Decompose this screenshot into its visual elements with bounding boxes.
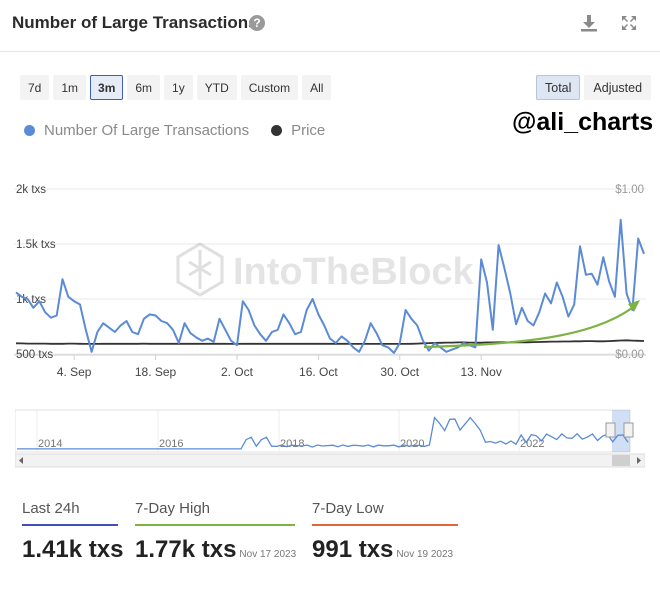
y-right-tick-label: $1.00 bbox=[615, 184, 644, 196]
mode-selector: Total Adjusted bbox=[536, 75, 652, 100]
legend-marker bbox=[24, 125, 35, 136]
trend-arrow-annotation bbox=[423, 307, 633, 349]
stat-label: Last 24h bbox=[22, 500, 80, 517]
navigator-year-label: 2016 bbox=[159, 438, 183, 450]
watermark-logo-icon bbox=[176, 242, 224, 297]
x-tick-label: 16. Oct bbox=[299, 365, 338, 379]
navigator-year-label: 2022 bbox=[520, 438, 544, 450]
download-icon[interactable] bbox=[580, 14, 598, 32]
stat-date: Nov 19 2023 bbox=[396, 549, 454, 560]
y-left-tick-label: 1.5k txs bbox=[16, 239, 56, 251]
stat-value: 1.77k txs Nov 17 2023 bbox=[135, 536, 296, 564]
navigator-scrollbar-thumb[interactable] bbox=[612, 455, 630, 466]
range-button-7d[interactable]: 7d bbox=[20, 75, 50, 100]
stat-number: 1.41k txs bbox=[22, 536, 124, 563]
chart-title: Number of Large Transactions bbox=[12, 13, 258, 32]
y-left-tick-label: 500 txs bbox=[16, 349, 53, 361]
scroll-right-arrow-icon[interactable] bbox=[637, 457, 641, 464]
chart-header: Number of Large Transactions ? bbox=[0, 0, 660, 52]
range-button-3m[interactable]: 3m bbox=[90, 75, 124, 100]
navigator-scrollbar-track[interactable] bbox=[15, 453, 645, 468]
range-button-1y[interactable]: 1y bbox=[164, 75, 193, 100]
mode-button-total[interactable]: Total bbox=[536, 75, 581, 100]
expand-icon[interactable] bbox=[620, 14, 638, 32]
navigator-right-handle[interactable] bbox=[623, 422, 634, 438]
stat-card: 7-Day Low 991 txs Nov 19 2023 bbox=[312, 500, 458, 564]
range-navigator[interactable]: 2014 2016 2018 2020 2022 bbox=[15, 408, 645, 470]
y-right-tick-label: $0.00 bbox=[615, 349, 644, 361]
navigator-series-line bbox=[17, 416, 629, 450]
legend-item-large-transactions[interactable]: Number Of Large Transactions bbox=[24, 122, 249, 139]
stat-number: 1.77k txs bbox=[135, 536, 237, 563]
stat-card: 7-Day High 1.77k txs Nov 17 2023 bbox=[135, 500, 296, 564]
x-tick-label: 4. Sep bbox=[57, 365, 92, 379]
series-line-price[interactable] bbox=[15, 339, 645, 345]
navigator-year-label: 2014 bbox=[38, 438, 62, 450]
range-button-6m[interactable]: 6m bbox=[127, 75, 161, 100]
navigator-year-label: 2020 bbox=[400, 438, 424, 450]
mode-button-adjusted[interactable]: Adjusted bbox=[584, 75, 652, 100]
stat-underline bbox=[312, 524, 458, 526]
legend-label: Price bbox=[291, 122, 326, 139]
author-handle: @ali_charts bbox=[512, 108, 654, 136]
stats-panel: Last 24h 1.41k txs 7-Day High 1.77k txs Nov … bbox=[0, 500, 660, 590]
y-left-tick-label: 2k txs bbox=[16, 184, 46, 196]
stat-label: 7-Day High bbox=[135, 500, 211, 517]
range-button-1m[interactable]: 1m bbox=[53, 75, 87, 100]
chart-legend: Number Of Large Transactions Price bbox=[24, 122, 347, 139]
stat-card: Last 24h 1.41k txs bbox=[22, 500, 123, 564]
legend-marker bbox=[271, 125, 283, 136]
stat-value: 1.41k txs bbox=[22, 536, 123, 564]
stat-number: 991 txs bbox=[312, 536, 394, 563]
stat-underline bbox=[135, 524, 295, 526]
navigator-selection[interactable] bbox=[612, 410, 630, 452]
stat-date: Nov 17 2023 bbox=[239, 549, 297, 560]
range-button-ytd[interactable]: YTD bbox=[196, 75, 237, 100]
x-tick-label: 2. Oct bbox=[221, 365, 254, 379]
x-tick-label: 30. Oct bbox=[380, 365, 419, 379]
trend-arrow-head bbox=[628, 300, 640, 312]
range-button-custom[interactable]: Custom bbox=[240, 75, 299, 100]
legend-item-price[interactable]: Price bbox=[271, 122, 325, 139]
range-selector: 7d 1m 3m 6m 1y YTD Custom All bbox=[20, 75, 332, 100]
x-tick-label: 13. Nov bbox=[461, 365, 502, 379]
legend-label: Number Of Large Transactions bbox=[44, 122, 250, 139]
range-button-all[interactable]: All bbox=[302, 75, 332, 100]
stat-value: 991 txs Nov 19 2023 bbox=[312, 536, 458, 564]
stat-label: 7-Day Low bbox=[312, 500, 384, 517]
watermark-text: IntoTheBlock bbox=[233, 251, 475, 293]
help-icon[interactable]: ? bbox=[249, 15, 265, 31]
navigator-year-label: 2018 bbox=[280, 438, 304, 450]
navigator-frame bbox=[15, 409, 631, 453]
scroll-left-arrow-icon[interactable] bbox=[19, 457, 23, 464]
navigator-left-handle[interactable] bbox=[605, 422, 616, 438]
stat-underline bbox=[22, 524, 118, 526]
x-tick-label: 18. Sep bbox=[135, 365, 177, 379]
series-line-large-transactions[interactable] bbox=[15, 218, 645, 354]
